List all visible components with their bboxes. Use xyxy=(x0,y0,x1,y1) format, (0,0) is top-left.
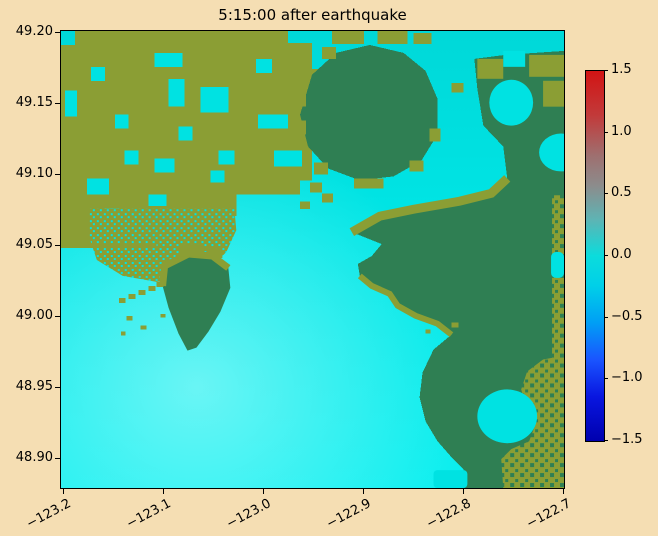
highlands-blob xyxy=(294,44,464,210)
y-tick-mark xyxy=(55,103,60,104)
colorbar-gradient xyxy=(586,71,604,441)
x-tick-mark xyxy=(563,489,564,494)
x-tick-label: −122.8 xyxy=(424,496,474,532)
x-tick-label: −122.9 xyxy=(324,496,374,532)
y-tick-label: 48.95 xyxy=(15,379,53,394)
colorbar-tick-mark xyxy=(604,440,608,441)
x-tick-mark xyxy=(263,489,264,494)
x-tick-mark xyxy=(463,489,464,494)
y-tick-mark xyxy=(55,316,60,317)
north-uplands xyxy=(61,31,432,249)
map-canvas xyxy=(61,31,564,488)
colorbar-tick-mark xyxy=(604,193,608,194)
colorbar-tick-label: 1.5 xyxy=(611,62,632,77)
east-landmass xyxy=(349,50,564,488)
x-tick-label: −122.7 xyxy=(524,496,574,532)
y-tick-mark xyxy=(55,32,60,33)
x-tick-label: −123.1 xyxy=(124,496,174,532)
colorbar-tick-label: −0.5 xyxy=(611,309,643,324)
x-tick-mark xyxy=(363,489,364,494)
y-tick-label: 49.00 xyxy=(15,308,53,323)
jetty-causeway xyxy=(88,244,166,336)
colorbar-tick-mark xyxy=(604,70,608,71)
y-tick-label: 49.15 xyxy=(15,95,53,110)
x-tick-mark xyxy=(163,489,164,494)
y-tick-label: 49.10 xyxy=(15,166,53,181)
map-plot xyxy=(60,30,565,489)
colorbar-tick-mark xyxy=(604,378,608,379)
y-tick-mark xyxy=(55,174,60,175)
x-tick-mark xyxy=(63,489,64,494)
colorbar-tick-mark xyxy=(604,317,608,318)
y-tick-mark xyxy=(55,458,60,459)
colorbar-tick-label: −1.5 xyxy=(611,432,643,447)
colorbar-tick-label: −1.0 xyxy=(611,370,643,385)
bay-islets xyxy=(425,322,459,334)
x-tick-label: −123.0 xyxy=(224,496,274,532)
y-tick-mark xyxy=(55,387,60,388)
y-tick-label: 48.90 xyxy=(15,450,53,465)
colorbar-tick-label: 1.0 xyxy=(611,124,632,139)
colorbar-tick-mark xyxy=(604,132,608,133)
y-tick-label: 49.05 xyxy=(15,237,53,252)
colorbar-tick-label: 0.5 xyxy=(611,185,632,200)
x-tick-label: −123.2 xyxy=(24,496,74,532)
colorbar-tick-mark xyxy=(604,255,608,256)
colorbar xyxy=(585,70,605,442)
chart-title: 5:15:00 after earthquake xyxy=(218,6,407,24)
colorbar-tick-label: 0.0 xyxy=(611,247,632,262)
y-tick-mark xyxy=(55,245,60,246)
peninsula-blob xyxy=(159,244,231,351)
y-tick-label: 49.20 xyxy=(15,24,53,39)
